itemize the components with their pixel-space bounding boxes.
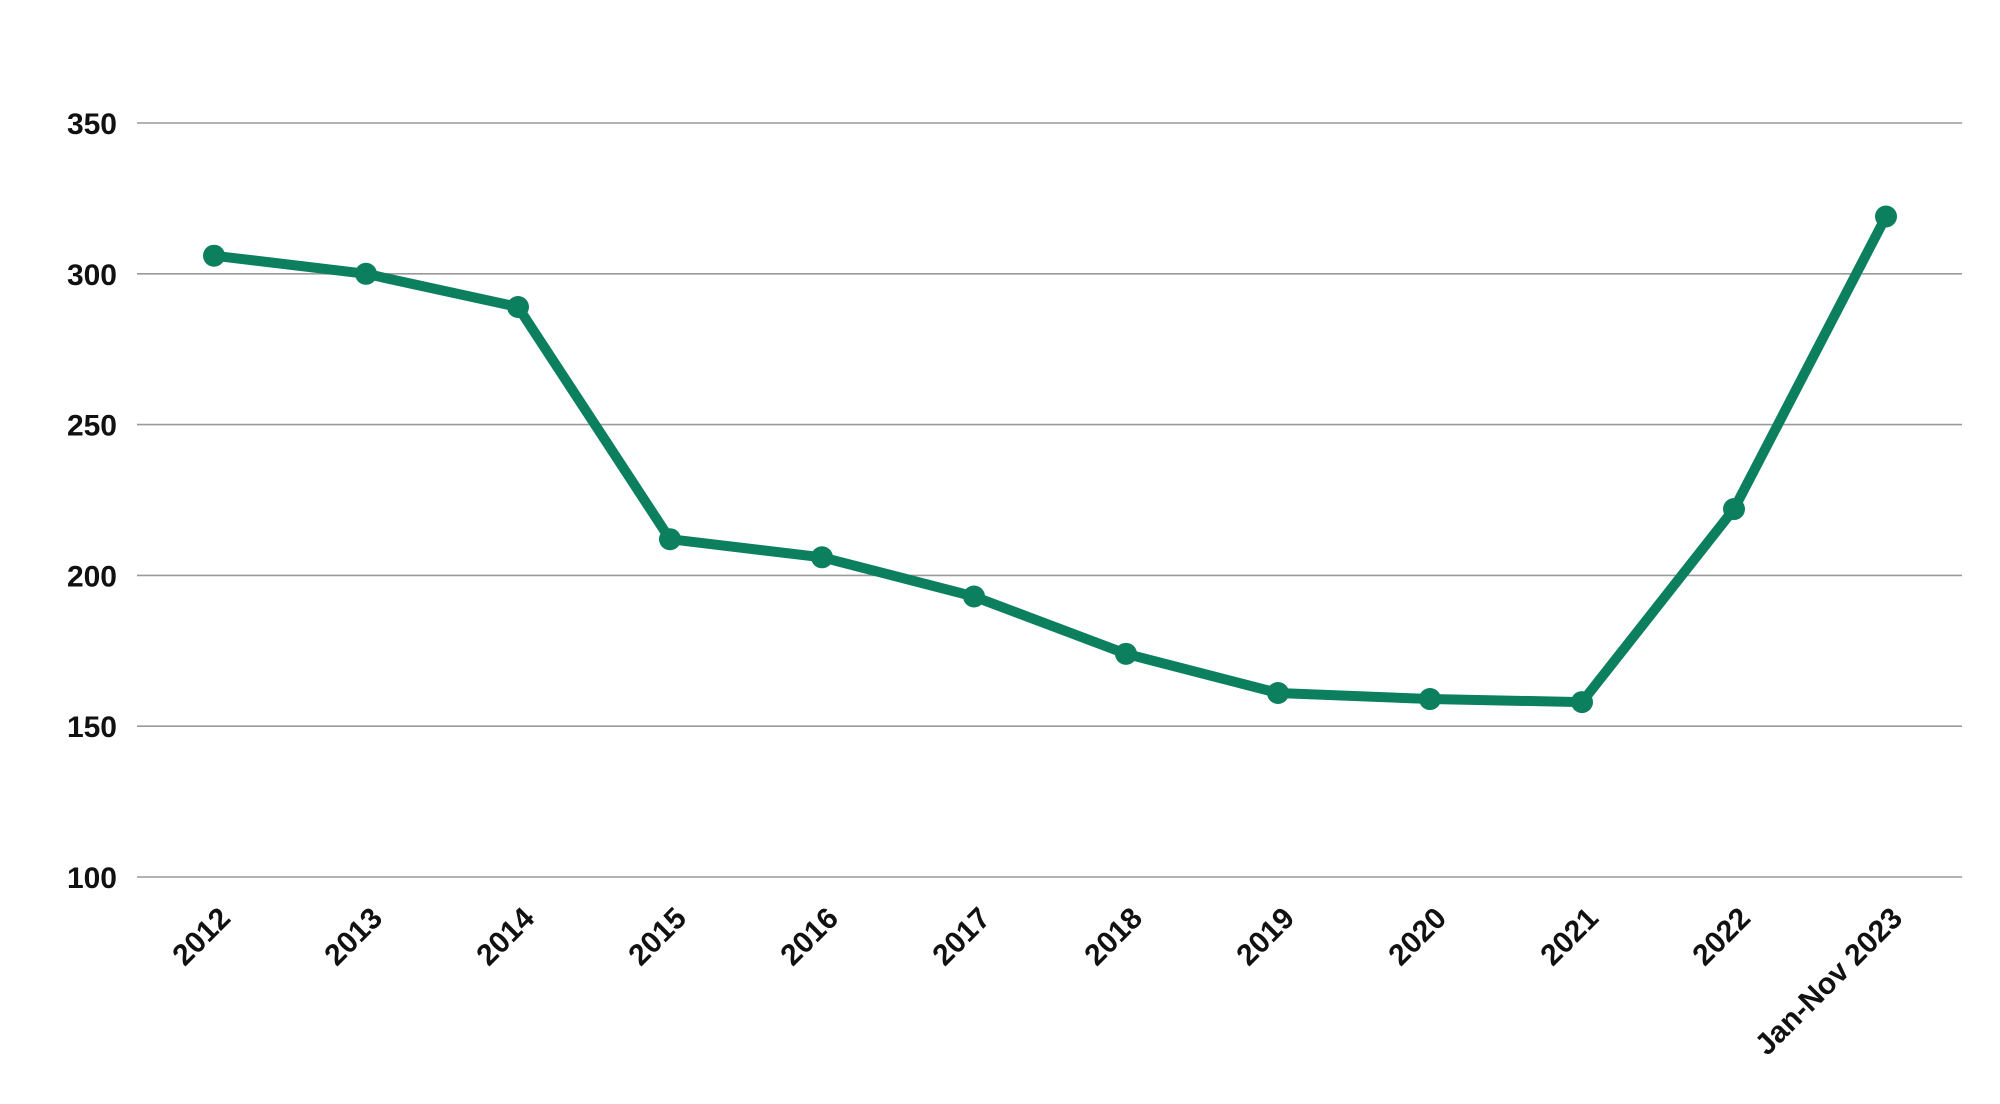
x-tick-label: 2015 <box>622 902 693 973</box>
y-tick-label: 100 <box>67 862 117 895</box>
series-line <box>209 211 1891 708</box>
y-tick-label: 150 <box>67 711 117 744</box>
data-point-2021 <box>1571 691 1593 714</box>
data-point-2014 <box>507 295 529 318</box>
x-tick-label: 2018 <box>1078 902 1149 973</box>
x-tick-label: 2014 <box>470 901 541 972</box>
data-point-2015 <box>659 528 681 551</box>
data-point-2013 <box>355 262 377 285</box>
data-point-2019 <box>1267 682 1289 705</box>
x-tick-label: 2016 <box>774 902 845 973</box>
x-axis-tick-labels: 2012 2013 2014 2015 2016 2017 2018 2019 2020 2021… <box>166 901 1909 1061</box>
x-tick-label: 2020 <box>1382 902 1453 973</box>
x-tick-label: Jan-Nov 2023 <box>1749 902 1909 1062</box>
data-point-2020 <box>1419 688 1441 711</box>
x-tick-label: 2012 <box>166 902 237 973</box>
gridlines <box>137 122 1962 878</box>
y-tick-label: 350 <box>67 108 117 141</box>
y-axis-tick-labels: 100 150 200 250 300 350 <box>67 108 117 895</box>
y-tick-label: 200 <box>67 560 117 593</box>
y-tick-label: 250 <box>67 410 117 443</box>
x-tick-label: 2019 <box>1230 902 1301 973</box>
data-point-2017 <box>963 585 985 608</box>
x-tick-label: 2013 <box>318 902 389 973</box>
x-tick-label: 2021 <box>1534 902 1605 973</box>
data-point-2018 <box>1115 642 1137 665</box>
x-tick-label: 2022 <box>1686 902 1757 973</box>
series-layer <box>203 205 1897 714</box>
data-point-jan-nov-2023 <box>1875 205 1897 228</box>
x-tick-label: 2017 <box>926 902 997 973</box>
data-point-2022 <box>1723 498 1745 521</box>
data-point-2016 <box>811 546 833 569</box>
data-point-2012 <box>203 244 225 267</box>
y-tick-label: 300 <box>67 259 117 292</box>
